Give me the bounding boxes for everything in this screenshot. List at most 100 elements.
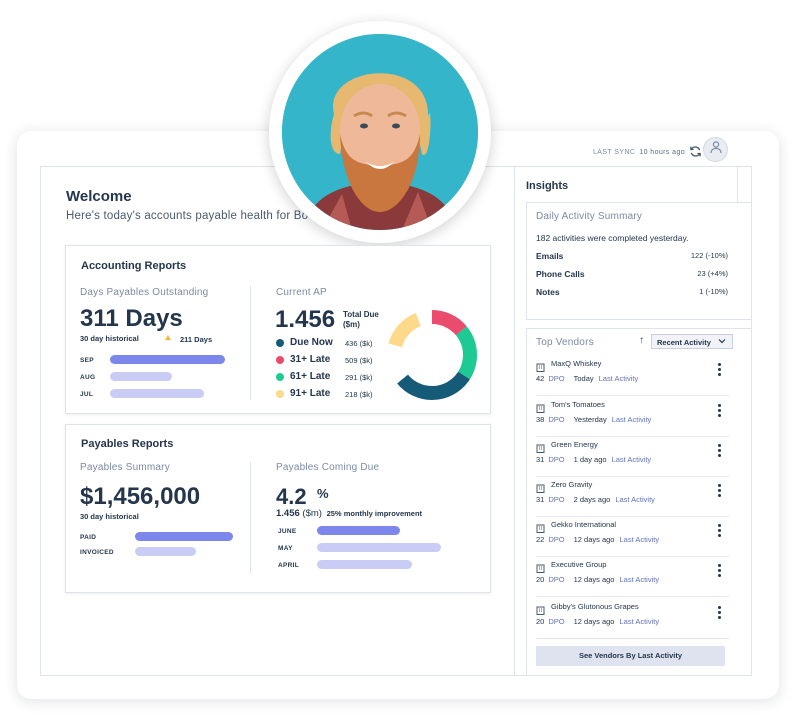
coming-due-label: Payables Coming Due (276, 462, 380, 473)
vendor-name: Tom's Tomatoes (551, 400, 605, 409)
daily-stat-label: Notes (536, 287, 560, 297)
ap-legend-value: 509 ($k) (345, 356, 373, 365)
coming-due-row-label: JUNE (278, 528, 297, 535)
vendor-dpo-label: DPO (548, 495, 565, 504)
building-icon (536, 520, 545, 538)
vendor-dpo-label: DPO (548, 455, 565, 464)
sort-select-value: Recent Activity (657, 338, 711, 347)
ap-legend-label: 31+ Late (290, 354, 331, 365)
trend-up-icon (165, 335, 171, 340)
building-icon (536, 560, 545, 578)
coming-due-detail: 1.456 ($m) 25% monthly improvement (276, 508, 422, 519)
top-vendors-title: Top Vendors (536, 337, 594, 348)
vendor-row[interactable]: Green Energy 31 DPO 1 day ago Last Activity (536, 437, 729, 477)
dpo-row-bar (110, 355, 225, 364)
coming-due-row-bar (317, 560, 412, 569)
vendor-dpo-value: 38 (536, 415, 545, 424)
vendor-row[interactable]: Tom's Tomatoes 38 DPO Yesterday Last Activit… (536, 397, 729, 437)
vendor-name: Gibby's Glutonous Grapes (551, 602, 639, 611)
payables-summary-label: Payables Summary (80, 462, 170, 473)
donut-slice (387, 310, 477, 400)
payables-reports-panel (65, 424, 491, 593)
vendor-meta: 22 DPO 12 days ago Last Activity (536, 535, 659, 544)
vendor-dpo-label: DPO (548, 535, 565, 544)
vendor-dpo-label: DPO (548, 575, 565, 584)
vendor-last-activity-value: 12 days ago (573, 617, 615, 626)
building-icon (536, 400, 545, 418)
kebab-icon[interactable] (718, 524, 722, 537)
user-avatar-button[interactable] (703, 137, 728, 162)
vendor-last-activity-value: Yesterday (573, 415, 607, 424)
vendor-meta: 20 DPO 12 days ago Last Activity (536, 617, 659, 626)
accounting-reports-title: Accounting Reports (81, 260, 187, 272)
vendor-dpo-value: 31 (536, 495, 545, 504)
coming-due-improvement: 25% monthly improvement (326, 509, 423, 518)
vendor-row[interactable]: Zero Gravity 31 DPO 2 days ago Last Activity (536, 477, 729, 517)
sync-icon[interactable] (689, 145, 702, 160)
vendor-last-activity-value: 12 days ago (573, 575, 615, 584)
see-vendors-button[interactable]: See Vendors By Last Activity (536, 646, 725, 666)
daily-activity-panel (526, 202, 752, 320)
ap-legend-label: 91+ Late (290, 388, 331, 399)
daily-activity-title: Daily Activity Summary (536, 211, 643, 222)
vendor-last-activity-label: Last Activity (619, 617, 660, 626)
vendor-last-activity-label: Last Activity (615, 495, 655, 504)
vendor-last-activity-value: 2 days ago (573, 495, 611, 504)
vendor-dpo-value: 31 (536, 455, 545, 464)
vendor-row[interactable]: MaxQ Whiskey 42 DPO Today Last Activity (536, 356, 729, 396)
ap-legend-item: 61+ Late (276, 371, 330, 382)
ap-legend-value: 291 ($k) (345, 373, 373, 382)
last-sync: LAST SYNC 10 hours ago (593, 145, 702, 160)
dpo-row-bar (110, 372, 172, 381)
vendor-name: Zero Gravity (551, 480, 593, 489)
vendor-dpo-label: DPO (548, 617, 565, 626)
vendor-last-activity-label: Last Activity (611, 455, 652, 464)
building-icon (536, 440, 545, 458)
coming-due-value: 4.2 (276, 484, 307, 509)
kebab-icon[interactable] (718, 404, 722, 417)
vendor-dpo-value: 42 (536, 374, 545, 383)
ap-legend-value: 218 ($k) (345, 390, 373, 399)
vendor-name: MaxQ Whiskey (551, 359, 602, 368)
vendor-row[interactable]: Executive Group 20 DPO 12 days ago Last Acti… (536, 557, 729, 597)
vendor-meta: 42 DPO Today Last Activity (536, 374, 638, 383)
vendor-last-activity-value: Today (573, 374, 594, 383)
kebab-icon[interactable] (718, 564, 722, 577)
kebab-icon[interactable] (718, 444, 722, 457)
kebab-icon[interactable] (718, 484, 722, 497)
page-title: Welcome (66, 188, 132, 205)
daily-stat-label: Emails (536, 251, 564, 261)
vendor-name: Gekko International (551, 520, 617, 529)
last-sync-label: LAST SYNC (593, 149, 636, 156)
total-due-label: Total Due ($m) (343, 310, 379, 329)
ap-legend-item: 31+ Late (276, 354, 330, 365)
daily-stat-value: 23 (+4%) (697, 269, 728, 278)
daily-stat-value: 122 (-10%) (690, 251, 728, 260)
vendor-row[interactable]: Gibby's Glutonous Grapes 20 DPO 12 days ago… (536, 599, 729, 639)
ap-legend-swatch (276, 389, 284, 398)
accounting-divider (250, 286, 251, 400)
sort-arrow-icon[interactable]: ↑ (639, 335, 644, 346)
payables-row-label: INVOICED (80, 549, 114, 556)
vendor-last-activity-label: Last Activity (619, 575, 660, 584)
insights-title: Insights (526, 180, 569, 192)
sort-select[interactable]: Recent Activity (651, 334, 733, 349)
daily-stat-label: Phone Calls (536, 269, 585, 279)
dpo-historical: 30 day historical (80, 334, 139, 343)
current-ap-label: Current AP (276, 287, 327, 298)
chevron-down-icon (718, 337, 726, 347)
kebab-icon[interactable] (718, 363, 722, 376)
vendor-last-activity-label: Last Activity (611, 415, 652, 424)
vendor-row[interactable]: Gekko International 22 DPO 12 days ago Last … (536, 517, 729, 557)
dpo-row-bar (110, 389, 204, 398)
ap-legend-label: Due Now (290, 337, 333, 348)
payables-divider (250, 462, 251, 574)
ap-legend-item: 91+ Late (276, 388, 330, 399)
payables-row-bar (135, 532, 233, 541)
vendor-dpo-label: DPO (548, 415, 565, 424)
vendor-meta: 31 DPO 1 day ago Last Activity (536, 455, 651, 464)
vendor-dpo-value: 20 (536, 575, 545, 584)
payables-row-label: PAID (80, 534, 97, 541)
kebab-icon[interactable] (718, 606, 722, 619)
coming-due-row-bar (317, 526, 400, 535)
